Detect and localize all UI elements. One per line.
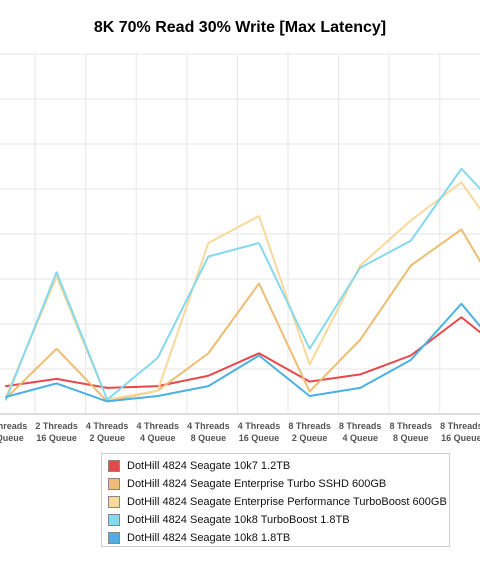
legend-label: DotHill 4824 Seagate Enterprise Turbo SS…: [127, 478, 387, 490]
legend: DotHill 4824 Seagate 10k7 1.2TB DotHill 4…: [101, 453, 450, 547]
legend-label: DotHill 4824 Seagate Enterprise Performa…: [127, 496, 447, 508]
legend-label: DotHill 4824 Seagate 10k8 1.8TB: [127, 532, 291, 544]
legend-item: DotHill 4824 Seagate Enterprise Turbo SS…: [108, 475, 449, 493]
x-tick-label: 4 Threads 8 Queue: [187, 421, 230, 443]
x-tick-label: 4 Threads 2 Queue: [86, 421, 129, 443]
x-tick-label: 4 Threads 16 Queue: [238, 421, 281, 443]
legend-item: DotHill 4824 Seagate 10k7 1.2TB: [108, 457, 449, 475]
legend-swatch: [108, 460, 120, 472]
grid: [0, 53, 480, 415]
legend-label: DotHill 4824 Seagate 10k7 1.2TB: [127, 460, 291, 472]
chart-title: 8K 70% Read 30% Write [Max Latency]: [93, 19, 387, 36]
x-tick-label: 8 Threads 16 Queue: [440, 421, 480, 443]
legend-item: DotHill 4824 Seagate 10k8 TurboBoost 1.8…: [108, 511, 449, 529]
legend-swatch: [108, 478, 120, 490]
legend-label: DotHill 4824 Seagate 10k8 TurboBoost 1.8…: [127, 514, 350, 526]
legend-swatch: [108, 514, 120, 526]
legend-item: DotHill 4824 Seagate 10k8 1.8TB: [108, 529, 449, 547]
series-lines: [5, 167, 480, 403]
x-tick-label: 8 Threads 2 Queue: [288, 421, 331, 443]
x-tick-label: 2 Threads 16 Queue: [35, 421, 78, 443]
x-tick-label: 8 Threads 4 Queue: [339, 421, 382, 443]
series-line-4: [5, 167, 480, 401]
legend-swatch: [108, 532, 120, 544]
legend-item: DotHill 4824 Seagate Enterprise Performa…: [108, 493, 449, 511]
x-tick-label: 8 Threads 8 Queue: [390, 421, 433, 443]
series-line-2: [5, 228, 480, 403]
series-line-5: [5, 302, 480, 403]
x-tick-label: 4 Threads 4 Queue: [137, 421, 180, 443]
legend-swatch: [108, 496, 120, 508]
series-line-3: [5, 181, 480, 401]
